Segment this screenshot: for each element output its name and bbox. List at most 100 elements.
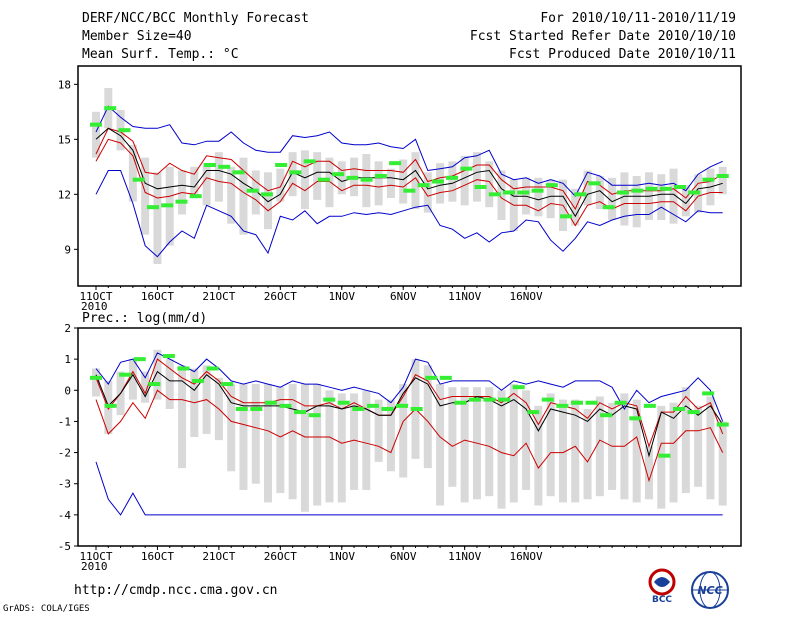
member-marker [162,354,175,359]
member-marker [218,164,231,169]
ensemble-box [337,393,346,503]
ensemble-box [534,405,543,506]
member-marker [396,403,409,408]
ensemble-box [202,163,211,206]
member-marker [133,357,146,362]
ensemble-box [657,174,666,220]
ensemble-box [276,168,285,202]
member-marker [346,175,359,180]
member-marker [279,403,292,408]
member-marker [90,122,102,127]
ensemble-box [694,405,703,487]
member-marker [439,375,452,380]
percentile-10-line [95,389,724,483]
ensemble-box [571,188,580,226]
ensemble-box [644,446,653,500]
ensemble-box [325,390,334,503]
ensemble-box [681,185,690,217]
member-marker [417,183,430,188]
ensemble-box [448,161,457,202]
member-marker [260,192,273,197]
ensemble-box [227,166,236,224]
member-marker [716,422,729,427]
ncc-logo: NCC [686,570,734,610]
ensemble-box [92,368,100,397]
ensemble-box [325,157,334,208]
ensemble-box [165,359,174,409]
member-marker [118,128,131,133]
member-marker [410,406,423,411]
member-marker [588,181,601,186]
x-tick-label: 16OCT [141,550,174,563]
ensemble-box [313,384,322,506]
y-tick-label: -4 [58,509,72,522]
ensemble-mean-line [95,127,723,218]
member-marker [246,188,259,193]
ensemble-box [350,393,359,490]
grads-credit: GrADS: COLA/IGES [3,604,90,614]
ensemble-box [362,390,371,490]
y-tick-label: 0 [64,384,71,397]
y-tick-label: -1 [58,415,71,428]
member-marker [148,382,161,387]
member-marker [716,174,729,178]
member-marker [232,170,245,175]
member-marker [294,410,307,415]
member-marker [574,192,587,197]
member-marker [389,161,402,166]
member-marker [332,172,345,177]
member-marker [275,163,288,167]
member-marker [221,382,234,387]
member-marker [175,199,188,204]
x-tick-label: 21OCT [202,290,235,303]
ensemble-box [608,177,617,220]
member-marker [192,378,205,383]
member-marker [527,410,540,415]
ensemble-box [485,161,494,208]
y-tick-label: -3 [58,478,71,491]
member-marker [503,190,516,195]
member-marker [161,203,174,208]
ensemble-box [620,172,629,226]
x-tick-label: 1NOV [329,290,356,303]
member-marker [337,400,350,405]
y-tick-label: 9 [64,243,71,256]
x-tick-label: 16NOV [510,550,543,563]
ensemble-box [374,399,383,462]
member-marker [545,183,558,188]
member-marker [645,186,658,191]
ensemble-box [399,384,408,478]
ensemble-box [583,170,592,206]
ensemble-box [509,384,518,503]
ensemble-box [386,399,395,472]
member-marker [446,175,459,180]
ensemble-box [595,176,604,209]
percentile-10-line [95,138,723,227]
x-tick-label: 11NOV [448,290,481,303]
source-url[interactable]: http://cmdp.ncc.cma.gov.cn [74,583,278,598]
x-year-label: 2010 [81,560,108,573]
member-marker [659,186,672,191]
member-marker [352,406,365,411]
member-marker [688,190,701,195]
ensemble-box [423,365,432,469]
x-tick-label: 6NOV [390,290,417,303]
chart-title: DERF/NCC/BCC Monthly Forecast [82,11,309,26]
x-tick-label: 11OCT [79,290,112,303]
ensemble-box [706,396,715,500]
member-marker [104,403,117,408]
bcc-logo-swirl [654,577,670,587]
ensemble-box [472,152,481,202]
ensemble-box [214,152,223,202]
ensemble-box [264,172,273,230]
plot-frame [77,327,742,547]
y-tick-label: 12 [58,188,71,201]
ensemble-box [386,168,395,198]
member-marker [381,406,394,411]
member-marker [454,400,467,405]
bcc-logo-ring [648,568,676,596]
member-marker [517,190,530,195]
ensemble-box [399,159,408,204]
ensemble-box [497,170,506,220]
member-marker [631,188,644,193]
